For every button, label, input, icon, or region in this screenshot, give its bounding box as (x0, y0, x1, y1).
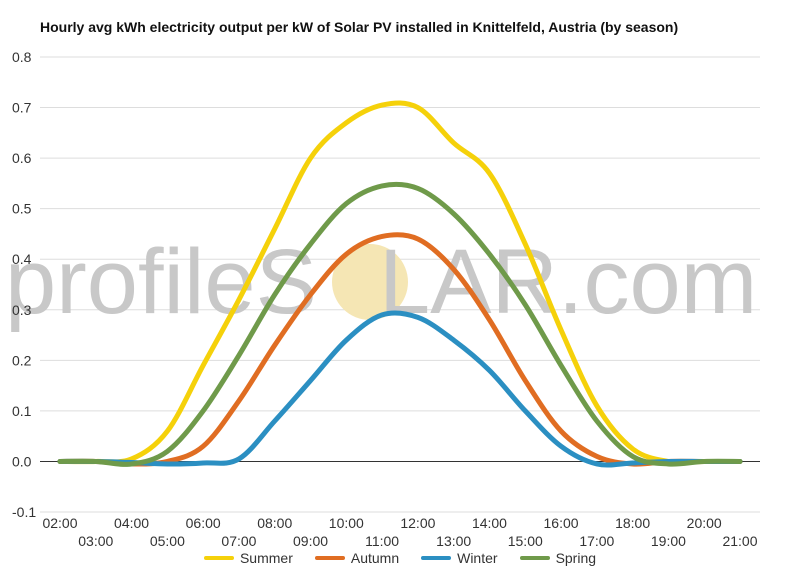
x-tick-label: 08:00 (257, 515, 292, 531)
x-tick-label: 03:00 (78, 533, 113, 549)
watermark-text: profileS LAR.com (5, 231, 757, 333)
y-tick-label: 0.8 (12, 49, 32, 65)
x-tick-label: 11:00 (365, 533, 399, 549)
watermark-text-part1: profileS (5, 231, 317, 333)
legend-item-summer[interactable]: Summer (203, 549, 293, 567)
x-tick-label: 15:00 (508, 533, 543, 549)
y-tick-label: 0.1 (12, 403, 32, 419)
series-line-winter (57, 310, 743, 468)
legend-swatch (519, 556, 550, 560)
legend-item-autumn[interactable]: Autumn (314, 549, 400, 567)
profilesolar-watermark: profileS LAR.com (5, 231, 757, 333)
y-tick-label: 0.0 (12, 453, 32, 469)
legend-label: Autumn (350, 550, 400, 566)
y-axis-ticks: -0.1 0.0 0.1 0.2 0.3 0.4 0.5 0.6 0.7 0.8 (12, 49, 36, 520)
chart-title: Hourly avg kWh electricity output per kW… (40, 19, 679, 35)
x-axis-ticks: 02:0003:0004:0005:0006:0007:0008:0009:00… (42, 515, 757, 549)
legend-swatch (421, 556, 452, 560)
series-lines (57, 100, 743, 468)
y-tick-label: 0.7 (12, 100, 32, 116)
y-tick-label: 0.6 (12, 150, 32, 166)
sun-icon (332, 244, 408, 320)
x-tick-label: 12:00 (400, 515, 435, 531)
legend: Summer Autumn Winter Spring (0, 549, 800, 567)
y-tick-label: 0.4 (12, 251, 32, 267)
x-tick-label: 20:00 (687, 515, 722, 531)
x-tick-label: 17:00 (579, 533, 614, 549)
x-tick-label: 06:00 (186, 515, 221, 531)
x-tick-label: 16:00 (544, 515, 579, 531)
legend-item-spring[interactable]: Spring (519, 549, 597, 567)
y-tick-label: 0.5 (12, 201, 32, 217)
x-tick-label: 10:00 (329, 515, 364, 531)
x-tick-label: 05:00 (150, 533, 185, 549)
x-tick-label: 04:00 (114, 515, 149, 531)
x-tick-label: 21:00 (722, 533, 757, 549)
legend-swatch (203, 556, 234, 560)
series-line-spring (57, 181, 743, 467)
legend-item-winter[interactable]: Winter (421, 549, 498, 567)
series-line-summer (57, 100, 743, 465)
x-tick-label: 18:00 (615, 515, 650, 531)
legend-swatch (314, 556, 345, 560)
x-tick-label: 14:00 (472, 515, 507, 531)
legend-label: Winter (457, 550, 498, 566)
y-tick-label: 0.3 (12, 302, 32, 318)
x-tick-label: 13:00 (436, 533, 471, 549)
y-tick-label: 0.2 (12, 352, 32, 368)
y-tick-label: -0.1 (12, 504, 36, 520)
x-tick-label: 02:00 (42, 515, 77, 531)
legend-label: Spring (555, 550, 597, 566)
watermark-text-part2: LAR.com (379, 231, 757, 333)
legend-label: Summer (239, 550, 293, 566)
x-tick-label: 07:00 (221, 533, 256, 549)
x-tick-label: 09:00 (293, 533, 328, 549)
x-tick-label: 19:00 (651, 533, 686, 549)
